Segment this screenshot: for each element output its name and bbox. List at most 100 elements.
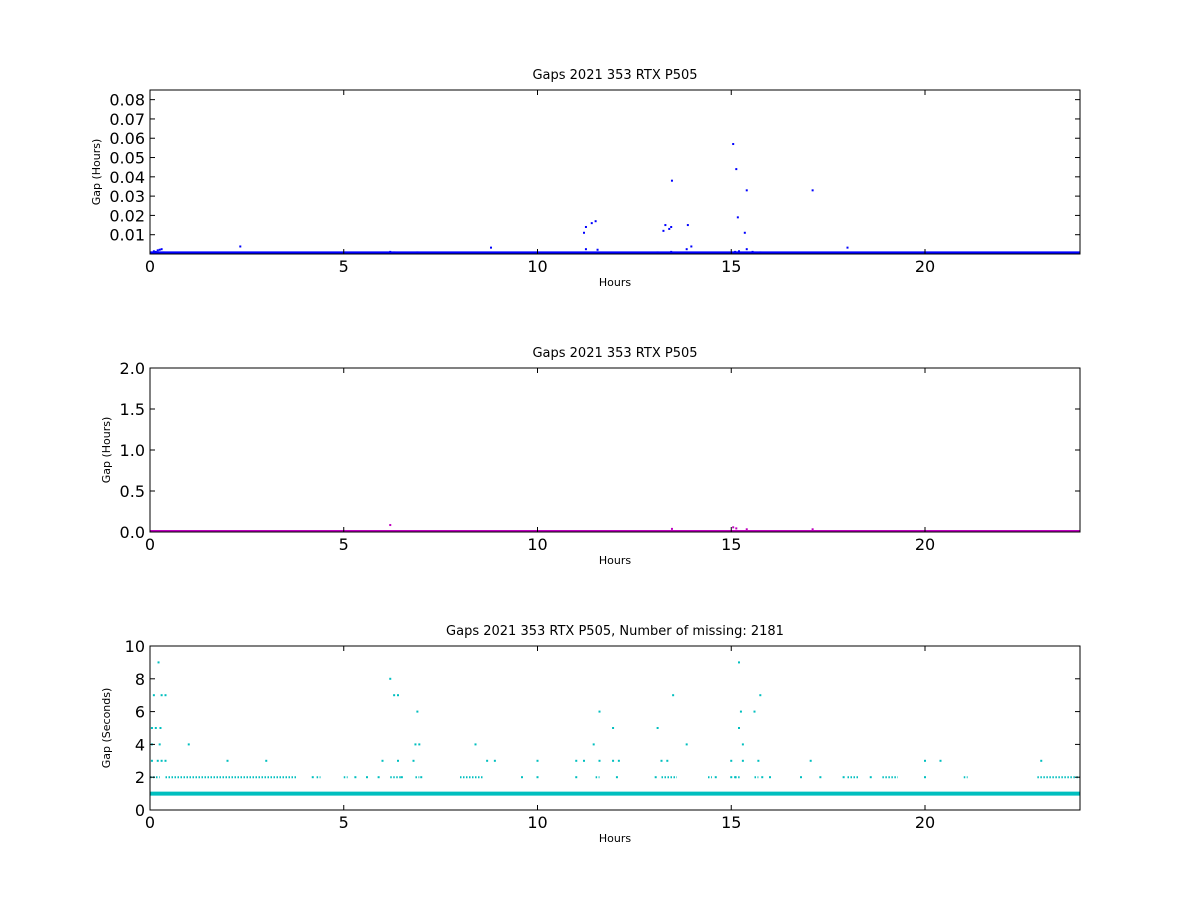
y-tick-label: 6 xyxy=(135,703,145,722)
data-point xyxy=(730,776,733,779)
data-point xyxy=(160,759,163,762)
y-tick-label: 1.0 xyxy=(120,441,145,460)
x-tick-label: 10 xyxy=(527,257,547,276)
data-point xyxy=(743,231,746,234)
data-point xyxy=(846,246,849,249)
data-point xyxy=(493,759,496,762)
data-point xyxy=(416,251,419,254)
axes-frame xyxy=(149,367,1081,533)
axes-frame xyxy=(149,645,1081,811)
x-tick-label: 5 xyxy=(339,535,349,554)
data-point xyxy=(596,251,599,254)
data-point xyxy=(668,227,671,230)
plot-data xyxy=(150,661,1080,796)
data-point xyxy=(739,710,742,713)
data-point xyxy=(420,776,423,779)
y-tick-label: 0.03 xyxy=(109,187,145,206)
y-tick-label: 0.07 xyxy=(109,110,145,129)
data-point xyxy=(156,249,159,252)
plot-data xyxy=(150,524,1080,532)
data-point xyxy=(735,168,738,171)
data-point xyxy=(736,216,739,219)
data-point xyxy=(685,743,688,746)
y-tick-label: 8 xyxy=(135,670,145,689)
y-tick-label: 2.0 xyxy=(120,359,145,378)
data-point xyxy=(759,251,762,254)
data-point xyxy=(738,727,740,729)
data-point xyxy=(154,250,157,253)
data-point xyxy=(418,743,421,746)
data-point xyxy=(612,759,615,762)
data-point xyxy=(474,743,477,746)
data-point xyxy=(150,251,153,254)
data-point xyxy=(660,759,663,762)
data-point xyxy=(584,248,587,251)
data-point xyxy=(670,225,673,228)
data-point xyxy=(156,759,159,762)
data-point xyxy=(745,528,748,531)
data-point xyxy=(160,694,163,697)
data-point xyxy=(670,179,673,182)
data-point xyxy=(612,251,615,254)
x-axis-label: Hours xyxy=(599,276,631,289)
data-point xyxy=(160,248,163,251)
data-point xyxy=(745,189,748,192)
y-tick-label: 0.05 xyxy=(109,149,145,168)
y-tick-label: 4 xyxy=(135,735,145,754)
data-point xyxy=(521,776,523,779)
data-point xyxy=(612,727,615,729)
data-point xyxy=(389,250,392,253)
data-point xyxy=(615,776,618,779)
data-point xyxy=(730,759,733,762)
data-point xyxy=(187,743,190,746)
data-point xyxy=(158,743,161,746)
data-point xyxy=(759,694,762,697)
data-point xyxy=(536,759,539,762)
data-point xyxy=(617,759,620,762)
data-point xyxy=(150,727,153,729)
data-point xyxy=(685,248,688,251)
data-point xyxy=(354,776,357,779)
data-point xyxy=(664,224,667,227)
data-point xyxy=(738,661,740,664)
data-point xyxy=(670,250,673,253)
x-tick-label: 0 xyxy=(145,813,155,832)
y-tick-label: 0.06 xyxy=(109,129,145,148)
data-point xyxy=(152,250,155,253)
data-point xyxy=(389,524,392,527)
data-point xyxy=(654,776,657,779)
data-point xyxy=(311,776,314,779)
data-point xyxy=(598,759,601,762)
data-point xyxy=(672,694,675,697)
data-point xyxy=(939,759,942,762)
x-axis-label: Hours xyxy=(599,554,631,567)
y-tick-label: 0.02 xyxy=(109,206,145,225)
y-tick-label: 2 xyxy=(135,768,145,787)
data-point xyxy=(869,776,872,779)
x-tick-label: 5 xyxy=(339,813,349,832)
chart-title: Gaps 2021 353 RTX P505 xyxy=(532,346,697,361)
data-point xyxy=(575,776,578,779)
data-point xyxy=(1040,759,1043,762)
data-point xyxy=(583,759,585,762)
y-axis-label: Gap (Seconds) xyxy=(100,688,113,769)
data-point xyxy=(811,528,814,531)
data-point xyxy=(924,759,926,762)
data-point xyxy=(735,527,738,530)
data-point xyxy=(414,743,417,746)
data-point xyxy=(490,246,492,249)
data-point xyxy=(575,759,578,762)
data-point xyxy=(157,661,160,664)
data-point xyxy=(150,759,153,762)
data-point xyxy=(226,759,229,762)
data-point xyxy=(751,250,754,253)
data-point xyxy=(596,248,599,251)
data-point xyxy=(666,759,669,762)
data-point xyxy=(800,776,802,779)
x-tick-label: 0 xyxy=(145,257,155,276)
data-point xyxy=(656,251,659,254)
data-point xyxy=(164,694,167,697)
data-point xyxy=(389,677,392,680)
data-point xyxy=(397,694,399,697)
